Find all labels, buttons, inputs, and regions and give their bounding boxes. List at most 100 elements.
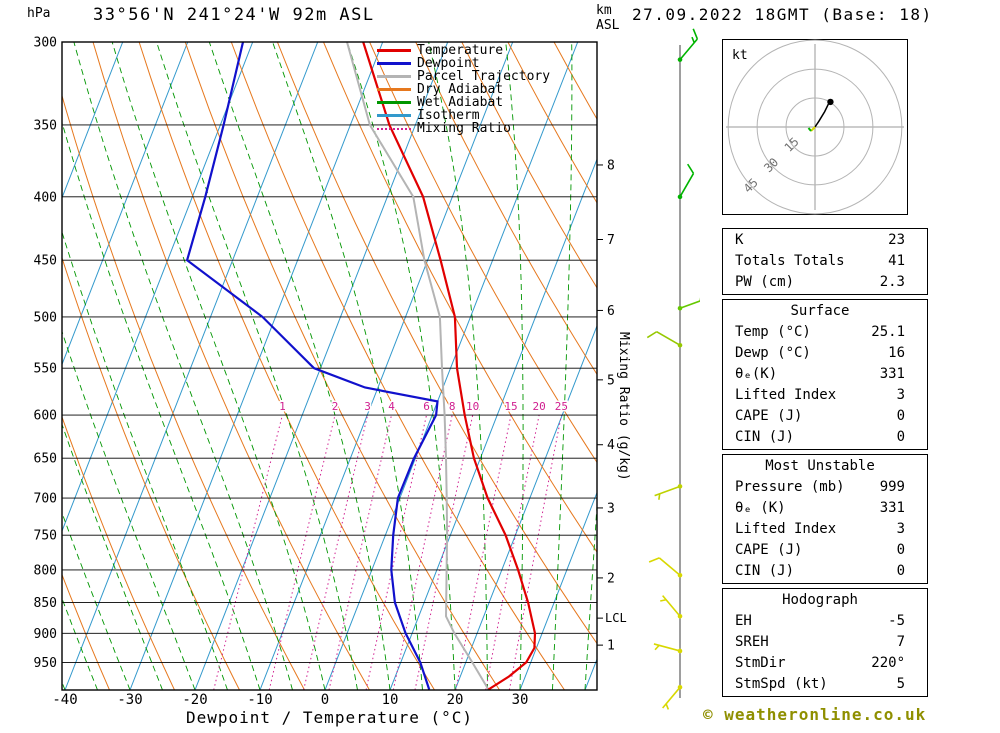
row-label: StmDir bbox=[735, 655, 786, 671]
copyright: © weatheronline.co.uk bbox=[703, 705, 927, 724]
legend-line-sample bbox=[377, 101, 411, 104]
legend-item: Temperature bbox=[377, 44, 550, 57]
station-title: 33°56'N 241°24'W 92m ASL bbox=[93, 5, 375, 25]
legend-item: Isotherm bbox=[377, 109, 550, 122]
mixing-ratio-value: 20 bbox=[532, 400, 545, 413]
row-value: 5 bbox=[896, 676, 905, 692]
run-datetime: 27.09.2022 18GMT (Base: 18) bbox=[632, 5, 933, 24]
table-row: Totals Totals 41 bbox=[735, 251, 905, 272]
table-row: Lifted Index 3 bbox=[735, 519, 905, 540]
mixing-ratio-value: 2 bbox=[332, 400, 339, 413]
row-label: StmSpd (kt) bbox=[735, 676, 828, 692]
most-unstable-table: Most Unstable Pressure (mb) 999 θₑ (K) 331 Li… bbox=[722, 454, 928, 584]
table-row: Temp (°C) 25.1 bbox=[735, 322, 905, 343]
dry-adiabat-lines bbox=[62, 42, 597, 690]
sounding-curves bbox=[185, 42, 537, 690]
table-row: Lifted Index 3 bbox=[735, 385, 905, 406]
surface-table-header: Surface bbox=[790, 303, 850, 319]
legend-line-sample bbox=[377, 114, 411, 117]
pressure-tick-label: 450 bbox=[34, 254, 57, 269]
row-value: 3 bbox=[896, 387, 905, 403]
wind-barb bbox=[654, 484, 683, 500]
wind-barb bbox=[677, 28, 699, 62]
temperature-curve bbox=[362, 42, 537, 690]
row-label: CAPE (J) bbox=[735, 408, 803, 424]
hodograph-trace bbox=[814, 103, 830, 128]
legend-label: Parcel Trajectory bbox=[417, 69, 551, 84]
row-value: 7 bbox=[896, 634, 905, 650]
row-label: CAPE (J) bbox=[735, 542, 803, 558]
km-tick-label: 4 bbox=[607, 438, 615, 453]
km-tick-label: 8 bbox=[607, 158, 615, 173]
row-value: 331 bbox=[879, 366, 905, 382]
row-value: 999 bbox=[879, 479, 905, 495]
wind-barb bbox=[660, 595, 683, 619]
table-row: CIN (J) 0 bbox=[735, 427, 905, 448]
table-row: PW (cm) 2.3 bbox=[735, 272, 905, 293]
temperature-tick-label: -30 bbox=[117, 692, 142, 708]
row-value: 220° bbox=[871, 655, 905, 671]
row-label: Pressure (mb) bbox=[735, 479, 845, 495]
table-row: K 23 bbox=[735, 230, 905, 251]
row-value: 16 bbox=[888, 345, 905, 361]
hodograph-mid-level-segment bbox=[807, 127, 812, 132]
row-value: 0 bbox=[896, 542, 905, 558]
row-value: 2.3 bbox=[879, 274, 905, 290]
legend-line-sample bbox=[377, 49, 411, 52]
row-value: 331 bbox=[879, 500, 905, 516]
temperature-tick-label: -10 bbox=[247, 692, 272, 708]
mixing-ratio-labels: 1 2 3 4 6 8 10 15 20 25 bbox=[278, 399, 570, 415]
pressure-axis-unit-label: hPa bbox=[27, 6, 51, 21]
temperature-tick-labels: -40 -30 -20 -10 0 10 20 30 bbox=[52, 692, 528, 708]
lcl-label: LCL bbox=[605, 611, 627, 625]
wet-adiabat-lines bbox=[62, 42, 597, 690]
table-row: StmSpd (kt) 5 bbox=[735, 674, 905, 695]
row-label: Totals Totals bbox=[735, 253, 845, 269]
pressure-tick-label: 750 bbox=[34, 529, 57, 544]
row-label: SREH bbox=[735, 634, 769, 650]
temperature-tick-label: 0 bbox=[321, 692, 329, 708]
row-label: θₑ (K) bbox=[735, 500, 786, 516]
row-label: Temp (°C) bbox=[735, 324, 811, 340]
chart-background-lines bbox=[62, 42, 597, 690]
wind-barb bbox=[646, 331, 683, 348]
mixing-ratio-axis-label: Mixing Ratio (g/kg) bbox=[616, 332, 631, 481]
km-label: km bbox=[596, 3, 612, 18]
row-label: CIN (J) bbox=[735, 563, 795, 579]
temperature-tick-label: -20 bbox=[182, 692, 207, 708]
row-label: EH bbox=[735, 613, 752, 629]
pressure-tick-label: 900 bbox=[34, 627, 57, 642]
table-row: CAPE (J) 0 bbox=[735, 406, 905, 427]
wind-barb bbox=[653, 643, 683, 654]
legend-item: Dry Adiabat bbox=[377, 83, 550, 96]
legend-item: Parcel Trajectory bbox=[377, 70, 550, 83]
hodograph-unit-label: kt bbox=[732, 48, 748, 63]
row-label: CIN (J) bbox=[735, 429, 795, 445]
surface-table: Surface Temp (°C) 25.1 Dewp (°C) 16 θₑ(K) 331 L… bbox=[722, 299, 928, 450]
km-tick-label: 6 bbox=[607, 304, 615, 319]
x-axis-label: Dewpoint / Temperature (°C) bbox=[185, 708, 474, 727]
pressure-tick-labels: 300 350 400 450 500 550 600 650 700 750 800 850 900 9… bbox=[34, 36, 57, 671]
dewpoint-curve bbox=[185, 42, 439, 690]
km-asl-ticks: 1 2 3 4 5 6 7 8 LCL bbox=[597, 158, 627, 654]
pressure-tick-label: 800 bbox=[34, 563, 57, 578]
row-value: 3 bbox=[896, 521, 905, 537]
temperature-tick-label: 30 bbox=[512, 692, 529, 708]
temperature-tick-label: 20 bbox=[447, 692, 464, 708]
chart-legend: Temperature Dewpoint Parcel Trajectory Dry … bbox=[377, 44, 550, 135]
row-label: Dewp (°C) bbox=[735, 345, 811, 361]
hodograph-table: Hodograph EH -5 SREH 7 StmDir 220° StmSpd (kt) 5 bbox=[722, 588, 928, 697]
wind-profile-column bbox=[646, 28, 700, 710]
legend-line-sample bbox=[377, 88, 411, 91]
mixing-ratio-value: 15 bbox=[504, 400, 517, 413]
legend-item: Wet Adiabat bbox=[377, 96, 550, 109]
km-tick-label: 7 bbox=[607, 233, 615, 248]
km-tick-label: 1 bbox=[607, 639, 615, 654]
row-value: 25.1 bbox=[871, 324, 905, 340]
pressure-tick-label: 350 bbox=[34, 118, 57, 133]
row-label: Lifted Index bbox=[735, 521, 837, 537]
legend-line-sample bbox=[377, 75, 411, 78]
mixing-ratio-value: 25 bbox=[555, 400, 568, 413]
pressure-tick-label: 600 bbox=[34, 409, 57, 424]
